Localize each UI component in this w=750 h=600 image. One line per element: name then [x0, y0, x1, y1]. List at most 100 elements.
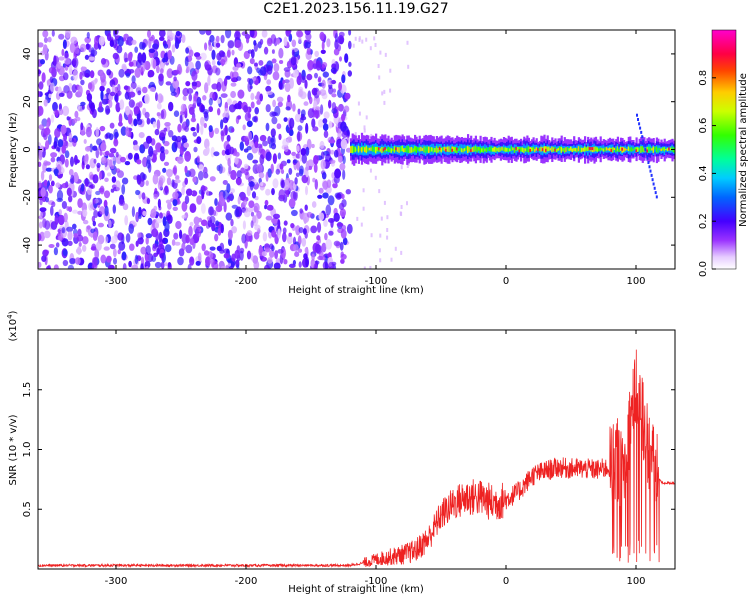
spectrogram-cell [276, 96, 284, 103]
spectrogram-cell [124, 215, 129, 226]
spectrogram-cell [299, 91, 307, 100]
spectrogram-cell [163, 161, 170, 166]
spectrogram-cell [72, 69, 79, 81]
spectrogram-cell [284, 79, 290, 84]
spectrogram-cell [175, 175, 180, 180]
spectrogram-cell [58, 209, 62, 216]
spectrogram-cell [313, 108, 321, 119]
spectrogram-cell [299, 208, 304, 214]
spectrogram-cell [226, 98, 232, 106]
spectrogram-cell [348, 30, 352, 36]
spectrogram-cell [51, 201, 56, 208]
spectrogram-cell [266, 65, 273, 75]
spectrogram-cell [159, 30, 166, 38]
spectrogram-cell [128, 260, 132, 268]
spectrogram-cell [434, 148, 437, 152]
spectrogram-cell [66, 142, 74, 147]
spectrogram-cell [540, 146, 543, 152]
spectrogram-cell [50, 157, 56, 163]
spectrogram-cell [224, 107, 230, 118]
spectrogram-cell [116, 45, 123, 54]
spectrogram-cell [100, 79, 107, 87]
spectrogram-cell [109, 147, 117, 154]
spectrogram-cell [254, 224, 261, 231]
spectrogram-cell [281, 180, 285, 188]
y-tick-label: -20 [22, 189, 33, 205]
spectrogram-cell [243, 200, 248, 206]
spectrogram-cell [84, 177, 89, 187]
spectrogram-cell [322, 192, 329, 199]
spectrogram-cell [154, 221, 160, 229]
spectrogram-cell [476, 147, 479, 153]
spectrogram-cell [305, 256, 309, 268]
spectrogram-cell [220, 93, 228, 98]
spectrogram-cell [324, 232, 328, 241]
spectrogram-cell [78, 242, 82, 247]
spectrogram-cell [459, 146, 462, 152]
spectrogram-cell [345, 189, 351, 195]
spectrogram-cell [230, 82, 237, 87]
spectrogram-cell [258, 172, 265, 179]
spectrogram-cell [498, 147, 501, 152]
spectrogram-cell [389, 88, 392, 93]
spectrogram-x-ticks: -300 -200 -100 0 100 [105, 30, 646, 287]
spectrogram-cell [127, 152, 133, 160]
spectrogram-cell [244, 169, 249, 176]
spectrogram-cell [381, 91, 384, 96]
spectrogram-cell [338, 81, 342, 91]
spectrogram-cell [51, 30, 55, 37]
snr-y-ticks: 0.5 1.0 1.5 [22, 382, 675, 517]
spectrogram-cell [128, 69, 135, 74]
spectrogram-cell [440, 147, 443, 153]
spectrogram-cell [185, 68, 189, 74]
y-tick-label: 1.5 [22, 382, 33, 398]
spectrogram-cell [152, 150, 158, 157]
spectrogram-cell [262, 231, 268, 242]
spectrogram-cell [147, 217, 153, 226]
spectrogram-cell [655, 195, 658, 199]
spectrogram-cell [181, 242, 186, 251]
spectrogram-cell [390, 257, 393, 262]
spectrogram-cell [399, 211, 402, 216]
spectrogram-cell [201, 190, 205, 200]
spectrogram-cell [167, 262, 172, 268]
spectrogram-cell [660, 148, 663, 152]
spectrogram-cell [521, 147, 524, 152]
spectrogram-cell [188, 168, 196, 178]
spectrogram-cell [225, 212, 233, 221]
spectrogram-cell [200, 124, 204, 135]
spectrogram-cell [236, 76, 242, 81]
spectrogram-cell [166, 68, 174, 79]
spectrogram-cell [488, 147, 491, 151]
spectrogram-cell [209, 246, 216, 251]
spectrogram-cell [384, 52, 387, 57]
spectrogram-cell [565, 147, 568, 152]
spectrogram-cell [122, 203, 129, 211]
spectrogram-cell [337, 227, 344, 234]
spectrogram-cell [47, 134, 52, 145]
spectrogram-cell [442, 147, 445, 151]
spectrogram-cell [86, 31, 90, 39]
spectrogram-cell [319, 140, 325, 149]
spectrogram-cell [322, 71, 329, 78]
spectrogram-cell [242, 220, 246, 230]
x-tick-label: -200 [235, 276, 258, 287]
spectrogram-cell [222, 117, 229, 124]
spectrogram-cell [584, 146, 587, 152]
spectrogram-cell [204, 42, 208, 51]
spectrogram-cell [108, 153, 115, 158]
spectrogram-cell [68, 169, 74, 176]
spectrogram-cell [288, 232, 293, 237]
spectrogram-cell [374, 43, 377, 47]
spectrogram-cell [623, 147, 626, 153]
spectrogram-cell [342, 169, 346, 180]
spectrogram-cell [310, 225, 318, 234]
spectrogram-cell [156, 119, 161, 130]
spectrogram-cell [331, 102, 337, 111]
spectrogram-cell [261, 251, 267, 257]
spectrogram-cell [507, 147, 510, 152]
spectrogram-cell [114, 95, 118, 101]
spectrogram-cell [86, 93, 93, 102]
spectrogram-cell [282, 138, 289, 147]
